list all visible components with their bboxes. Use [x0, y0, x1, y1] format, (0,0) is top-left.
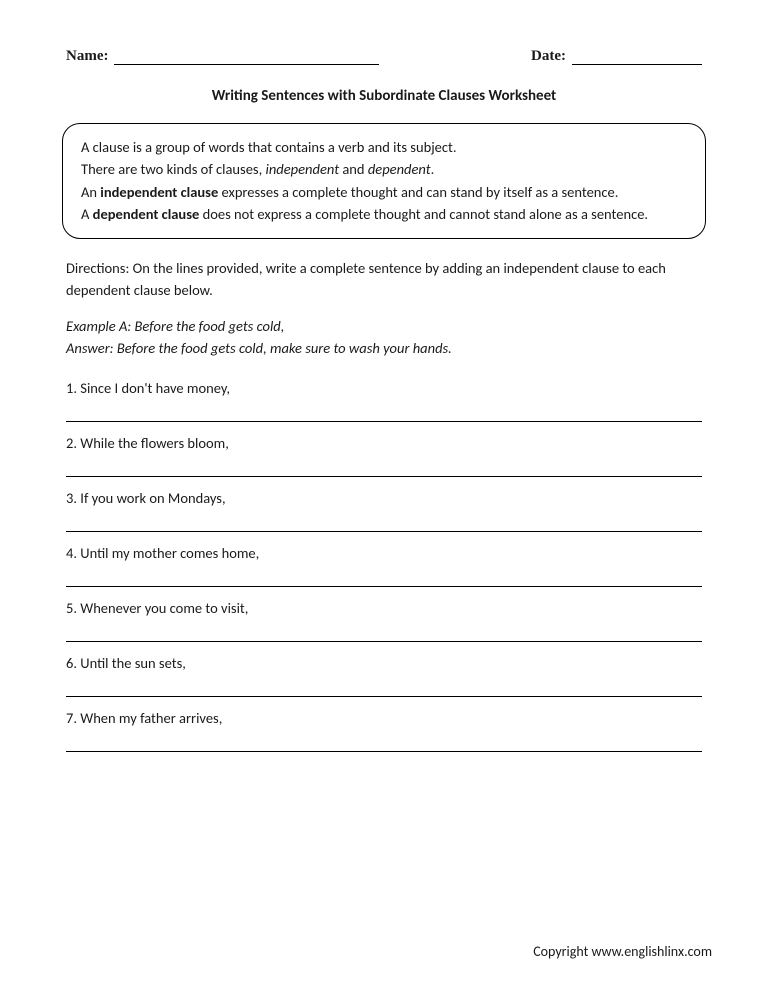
question-item: 7. When my father arrives,: [66, 709, 702, 752]
name-input-line[interactable]: [114, 49, 379, 65]
answer-line[interactable]: [66, 751, 702, 752]
question-text: 7. When my father arrives,: [66, 709, 702, 727]
question-text: 6. Until the sun sets,: [66, 654, 702, 672]
info-text: .: [431, 160, 435, 178]
info-line-1: A clause is a group of words that contai…: [81, 136, 687, 158]
question-text: 5. Whenever you come to visit,: [66, 599, 702, 617]
name-group: Name:: [66, 48, 379, 65]
answer-line[interactable]: [66, 641, 702, 642]
info-text: does not express a complete thought and …: [199, 205, 648, 223]
example-line-1: Example A: Before the food gets cold,: [66, 316, 702, 338]
question-item: 5. Whenever you come to visit,: [66, 599, 702, 642]
info-line-3: An independent clause expresses a comple…: [81, 181, 687, 203]
info-text: An: [81, 183, 100, 201]
directions-text: Directions: On the lines provided, write…: [66, 257, 702, 302]
header-row: Name: Date:: [56, 48, 712, 65]
date-label: Date:: [531, 48, 566, 65]
info-bold: independent clause: [100, 183, 218, 201]
info-text: expresses a complete thought and can sta…: [218, 183, 618, 201]
info-bold: dependent clause: [93, 205, 200, 223]
question-text: 2. While the flowers bloom,: [66, 434, 702, 452]
info-text: There are two kinds of clauses,: [81, 160, 266, 178]
date-input-line[interactable]: [572, 49, 702, 65]
answer-line[interactable]: [66, 586, 702, 587]
questions-list: 1. Since I don't have money, 2. While th…: [66, 379, 702, 752]
example-line-2: Answer: Before the food gets cold, make …: [66, 338, 702, 360]
question-text: 4. Until my mother comes home,: [66, 544, 702, 562]
worksheet-title: Writing Sentences with Subordinate Claus…: [56, 87, 712, 105]
question-item: 3. If you work on Mondays,: [66, 489, 702, 532]
question-text: 1. Since I don't have money,: [66, 379, 702, 397]
answer-line[interactable]: [66, 696, 702, 697]
answer-line[interactable]: [66, 531, 702, 532]
info-box: A clause is a group of words that contai…: [62, 123, 706, 239]
info-text: and: [339, 160, 368, 178]
info-line-2: There are two kinds of clauses, independ…: [81, 158, 687, 180]
info-em: dependent: [368, 160, 431, 178]
question-item: 4. Until my mother comes home,: [66, 544, 702, 587]
info-line-4: A dependent clause does not express a co…: [81, 203, 687, 225]
question-item: 2. While the flowers bloom,: [66, 434, 702, 477]
copyright-text: Copyright www.englishlinx.com: [533, 943, 712, 960]
question-item: 1. Since I don't have money,: [66, 379, 702, 422]
example-block: Example A: Before the food gets cold, An…: [66, 316, 702, 360]
worksheet-page: Name: Date: Writing Sentences with Subor…: [0, 0, 768, 994]
info-text: A: [81, 205, 93, 223]
question-item: 6. Until the sun sets,: [66, 654, 702, 697]
name-label: Name:: [66, 48, 108, 65]
date-group: Date:: [531, 48, 702, 65]
question-text: 3. If you work on Mondays,: [66, 489, 702, 507]
answer-line[interactable]: [66, 476, 702, 477]
answer-line[interactable]: [66, 421, 702, 422]
info-em: independent: [266, 160, 340, 178]
